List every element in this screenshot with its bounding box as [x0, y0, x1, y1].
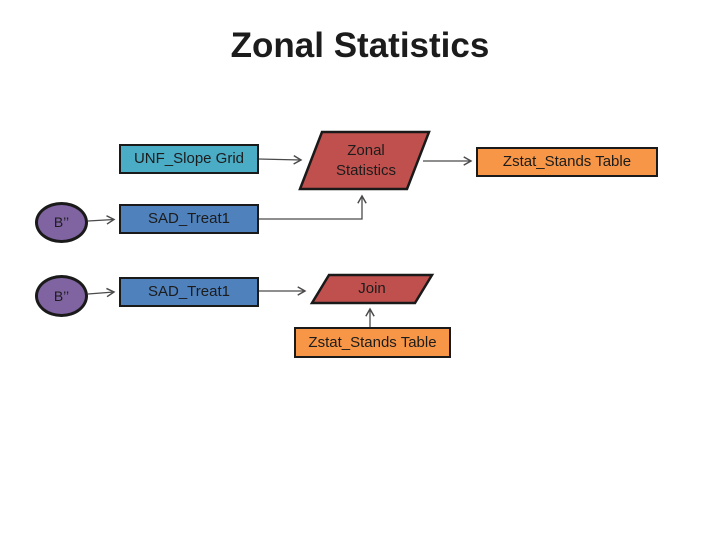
- node-unf-slope-grid-label: UNF_Slope Grid: [133, 150, 245, 168]
- node-source-b-1: B’’: [35, 202, 88, 243]
- node-unf-slope-grid: UNF_Slope Grid: [119, 144, 259, 174]
- node-zstat-stands-table-top: Zstat_Stands Table: [476, 147, 658, 177]
- node-zstat-stands-table-bottom-label: Zstat_Stands Table: [308, 333, 437, 351]
- node-source-b-2-label: B’’: [53, 287, 70, 304]
- connector-unfslope-to-zonalstats: [257, 155, 303, 165]
- node-zstat-stands-table-bottom: Zstat_Stands Table: [294, 327, 451, 358]
- node-join-label: Join: [358, 279, 386, 297]
- node-sad-treat1-top: SAD_Treat1: [119, 204, 259, 234]
- connector-source1-to-sadtreat1: [87, 215, 116, 225]
- zonal-statistics-process-shape: [298, 130, 431, 191]
- node-sad-treat1-bottom-label: SAD_Treat1: [148, 283, 230, 301]
- connector-sadtreat1-to-zonalstats-elbow: [258, 194, 367, 220]
- join-process-shape: [309, 273, 435, 305]
- connector-source2-to-sadtreat2: [87, 287, 116, 298]
- node-source-b-1-label: B’’: [53, 214, 70, 231]
- node-zstat-stands-table-top-label: Zstat_Stands Table: [502, 153, 632, 171]
- node-sad-treat1-top-label: SAD_Treat1: [148, 210, 230, 228]
- node-zonal-statistics-label: Zonal Statistics: [335, 141, 396, 179]
- node-source-b-2: B’’: [35, 275, 88, 317]
- node-sad-treat1-bottom: SAD_Treat1: [119, 277, 259, 307]
- slide-title: Zonal Statistics: [230, 26, 490, 65]
